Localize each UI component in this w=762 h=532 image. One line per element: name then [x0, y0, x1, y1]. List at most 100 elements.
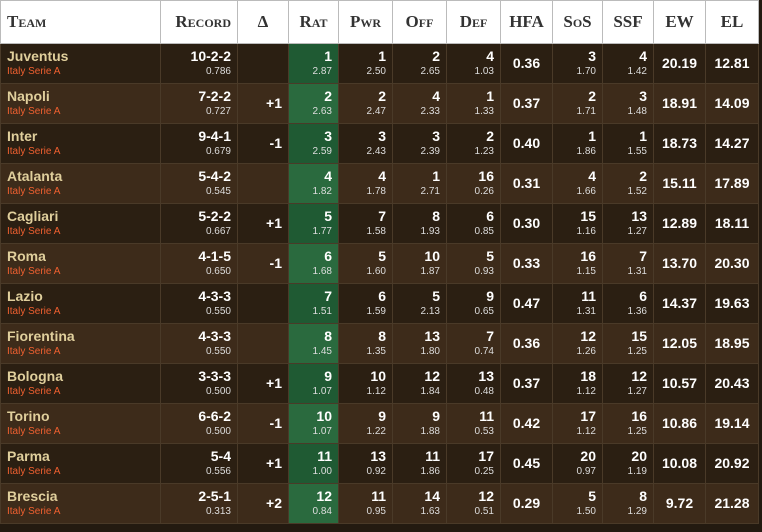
ssf-value: 1.25 [627, 425, 647, 437]
def-value: 0.51 [474, 505, 494, 517]
off-value: 2.13 [420, 305, 440, 317]
record: 3-3-3 [198, 367, 231, 384]
ew: 13.70 [661, 255, 698, 271]
team-name: Brescia [7, 487, 58, 504]
league: Italy Serie A [7, 305, 61, 317]
off-rank: 10 [424, 247, 440, 264]
sos-rank: 1 [588, 127, 596, 144]
def-rank: 2 [486, 127, 494, 144]
team-row: Lazio Italy Serie A 4-3-3 0.550 7 1.51 6 1.59 5 2… [0, 283, 759, 324]
ew: 18.73 [661, 135, 698, 151]
record: 6-6-2 [198, 407, 231, 424]
pwr-cell: 11 0.95 [338, 483, 393, 524]
rat-cell: 11 1.00 [288, 443, 339, 484]
record-cell: 3-3-3 0.500 [160, 363, 238, 404]
ew-cell: 10.86 [653, 403, 706, 444]
sos-cell: 2 1.71 [552, 83, 603, 124]
ew: 10.86 [661, 415, 698, 431]
ew: 9.72 [665, 495, 694, 511]
ssf-value: 1.19 [627, 465, 647, 477]
ssf-value: 1.42 [627, 65, 647, 77]
ssf-rank: 1 [639, 127, 647, 144]
hfa: 0.30 [512, 215, 541, 231]
off-value: 2.71 [420, 185, 440, 197]
record: 4-3-3 [198, 327, 231, 344]
sos-cell: 4 1.66 [552, 163, 603, 204]
delta: -1 [269, 135, 282, 151]
hfa: 0.42 [512, 415, 541, 431]
sos-value: 1.26 [576, 345, 596, 357]
pwr-cell: 2 2.47 [338, 83, 393, 124]
sos-value: 1.12 [576, 425, 596, 437]
team-name: Juventus [7, 47, 69, 64]
off-rank: 9 [432, 407, 440, 424]
league: Italy Serie A [7, 145, 61, 157]
team-name: Torino [7, 407, 50, 424]
el: 20.30 [714, 255, 750, 271]
def-cell: 11 0.53 [446, 403, 501, 444]
el: 21.28 [714, 495, 750, 511]
ssf-cell: 13 1.27 [602, 203, 654, 244]
pwr-cell: 8 1.35 [338, 323, 393, 364]
win-pct: 0.545 [205, 185, 231, 197]
def-cell: 5 0.93 [446, 243, 501, 284]
ssf-cell: 1 1.55 [602, 123, 654, 164]
team-cell: Juventus Italy Serie A [0, 43, 161, 84]
team-cell: Atalanta Italy Serie A [0, 163, 161, 204]
ssf-value: 1.27 [627, 225, 647, 237]
el-cell: 18.95 [705, 323, 759, 364]
league: Italy Serie A [7, 505, 61, 517]
ew-cell: 12.89 [653, 203, 706, 244]
team-row: Juventus Italy Serie A 10-2-2 0.786 1 2.87 1 2.… [0, 43, 759, 84]
ew: 14.37 [661, 295, 698, 311]
team-cell: Inter Italy Serie A [0, 123, 161, 164]
team-row: Roma Italy Serie A 4-1-5 0.650 -1 6 1.68 5 1.60 1… [0, 243, 759, 284]
def-rank: 6 [486, 207, 494, 224]
record-cell: 7-2-2 0.727 [160, 83, 238, 124]
pwr-cell: 6 1.59 [338, 283, 393, 324]
record-cell: 6-6-2 0.500 [160, 403, 238, 444]
pwr-rank: 5 [378, 247, 386, 264]
hfa-cell: 0.40 [500, 123, 553, 164]
def-rank: 5 [486, 247, 494, 264]
delta: +1 [266, 375, 282, 391]
win-pct: 0.727 [205, 105, 231, 117]
rat-rank: 1 [324, 47, 332, 64]
sos-value: 0.97 [576, 465, 596, 477]
delta-cell: +2 [237, 483, 289, 524]
def-cell: 17 0.25 [446, 443, 501, 484]
ssf-cell: 16 1.25 [602, 403, 654, 444]
delta-cell: -1 [237, 403, 289, 444]
def-value: 0.93 [474, 265, 494, 277]
off-cell: 8 1.93 [392, 203, 447, 244]
def-cell: 12 0.51 [446, 483, 501, 524]
def-value: 0.48 [474, 385, 494, 397]
el: 20.43 [714, 375, 750, 391]
rat-rank: 10 [316, 407, 332, 424]
ew-cell: 9.72 [653, 483, 706, 524]
record: 10-2-2 [190, 47, 231, 64]
team-row: Inter Italy Serie A 9-4-1 0.679 -1 3 2.59 3 2.43… [0, 123, 759, 164]
league: Italy Serie A [7, 345, 61, 357]
ew: 20.19 [661, 55, 698, 71]
ssf-cell: 4 1.42 [602, 43, 654, 84]
win-pct: 0.679 [205, 145, 231, 157]
rat-cell: 4 1.82 [288, 163, 339, 204]
rat-cell: 1 2.87 [288, 43, 339, 84]
def-value: 1.03 [474, 65, 494, 77]
hfa-cell: 0.36 [500, 43, 553, 84]
league: Italy Serie A [7, 225, 61, 237]
ew: 18.91 [661, 95, 698, 111]
sos-value: 1.50 [576, 505, 596, 517]
def-value: 0.25 [474, 465, 494, 477]
rat-rank: 4 [324, 167, 332, 184]
sos-value: 1.31 [576, 305, 596, 317]
hfa-cell: 0.42 [500, 403, 553, 444]
hfa: 0.47 [512, 295, 541, 311]
ew: 10.57 [661, 375, 698, 391]
pwr-rank: 9 [378, 407, 386, 424]
off-rank: 5 [432, 287, 440, 304]
pwr-value: 1.12 [366, 385, 386, 397]
off-rank: 14 [424, 487, 440, 504]
team-name: Lazio [7, 287, 43, 304]
